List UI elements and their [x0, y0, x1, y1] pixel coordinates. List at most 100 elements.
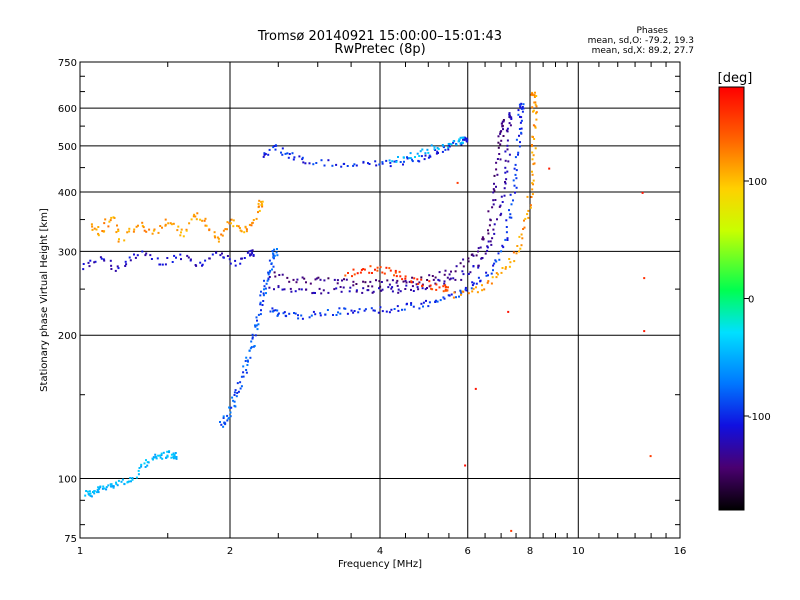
data-point — [497, 146, 500, 149]
data-point — [437, 148, 440, 150]
data-point — [492, 199, 495, 202]
data-point — [115, 231, 118, 234]
data-point — [467, 273, 470, 275]
data-point — [175, 456, 178, 458]
data-point — [487, 210, 490, 213]
data-point — [314, 278, 317, 281]
data-point — [533, 101, 536, 104]
data-point — [495, 185, 497, 188]
data-point — [273, 145, 276, 147]
data-point — [243, 257, 246, 259]
data-point — [232, 399, 235, 402]
data-point — [481, 238, 484, 241]
data-point — [228, 258, 231, 261]
data-point — [433, 148, 436, 151]
data-point — [90, 223, 93, 226]
data-point — [252, 254, 255, 256]
data-point — [479, 279, 482, 282]
data-point — [128, 227, 131, 230]
data-point — [412, 290, 415, 292]
data-point — [532, 163, 535, 166]
data-point — [269, 310, 272, 313]
data-point — [472, 254, 475, 257]
data-point — [239, 381, 242, 384]
data-point — [82, 263, 85, 265]
data-point — [495, 260, 498, 263]
data-point — [508, 112, 511, 115]
data-point — [520, 102, 523, 105]
x-tick-label: 2 — [227, 546, 233, 557]
data-point — [298, 288, 301, 291]
data-point — [500, 271, 503, 274]
data-point — [90, 495, 93, 498]
data-point — [517, 109, 520, 112]
data-point — [418, 281, 421, 284]
data-point — [512, 251, 515, 254]
data-point — [267, 271, 270, 274]
data-point — [276, 309, 279, 312]
data-point — [357, 311, 360, 314]
data-point — [213, 231, 216, 234]
data-point — [548, 167, 551, 170]
data-point — [152, 458, 154, 461]
data-point — [249, 347, 252, 350]
data-point — [121, 478, 124, 481]
data-point — [535, 105, 538, 108]
data-point — [149, 254, 152, 257]
data-point — [89, 494, 92, 497]
data-point — [250, 253, 253, 256]
data-point — [504, 150, 507, 153]
data-point — [268, 259, 271, 262]
data-point — [397, 309, 400, 312]
data-point — [463, 138, 466, 141]
data-point — [486, 281, 489, 284]
data-point — [376, 269, 379, 272]
data-point — [491, 206, 494, 209]
data-point — [332, 314, 334, 316]
data-point — [176, 229, 179, 232]
data-point — [491, 237, 494, 240]
data-point — [533, 96, 536, 98]
data-point — [498, 205, 501, 208]
data-point — [411, 160, 414, 163]
data-point — [180, 258, 182, 261]
data-point — [372, 290, 375, 293]
data-point — [221, 234, 224, 237]
data-point — [492, 191, 495, 194]
data-point — [362, 268, 365, 270]
data-point — [180, 231, 182, 234]
x-tick-label: 6 — [465, 546, 471, 557]
data-point — [421, 284, 424, 287]
data-point — [464, 464, 467, 467]
data-point — [268, 276, 271, 278]
data-point — [222, 425, 225, 428]
data-point — [410, 303, 413, 306]
data-point — [506, 237, 509, 240]
data-point — [259, 301, 262, 304]
data-point — [524, 217, 527, 220]
data-point — [515, 138, 518, 141]
data-point — [324, 313, 327, 316]
data-point — [271, 268, 273, 271]
data-point — [385, 159, 388, 162]
data-point — [381, 310, 384, 313]
data-point — [514, 163, 517, 166]
data-point — [262, 292, 265, 295]
data-point — [236, 382, 239, 385]
data-point — [352, 268, 355, 271]
data-point — [493, 189, 496, 192]
data-point — [427, 305, 430, 308]
data-point — [448, 273, 451, 276]
data-point — [533, 138, 536, 140]
data-point — [275, 144, 278, 147]
data-point — [233, 391, 236, 394]
data-point — [89, 259, 92, 262]
data-point — [192, 215, 195, 218]
data-point — [172, 457, 175, 460]
trace-F-upper — [262, 136, 469, 168]
data-point — [481, 257, 483, 260]
data-point — [391, 160, 394, 163]
data-point — [485, 271, 488, 274]
data-point — [426, 148, 429, 151]
data-point — [497, 141, 500, 144]
